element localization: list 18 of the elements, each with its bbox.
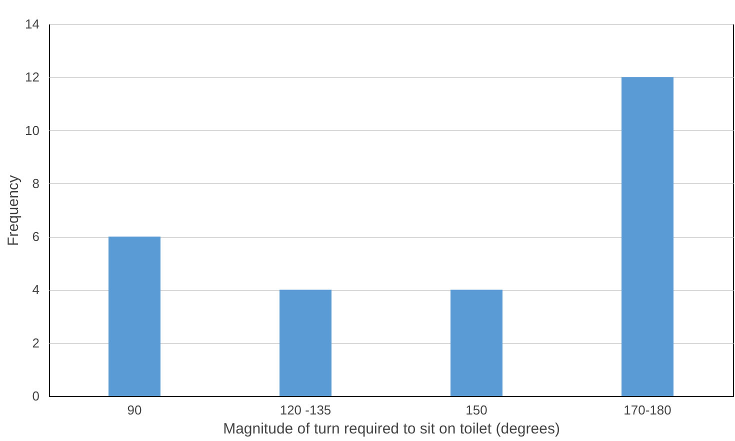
x-tick-label: 90 xyxy=(127,402,142,418)
x-tick-label: 170-180 xyxy=(624,402,672,418)
y-tick-label: 10 xyxy=(25,122,40,138)
y-tick-label: 4 xyxy=(32,282,40,298)
bar xyxy=(622,77,674,396)
y-tick-label: 6 xyxy=(32,229,40,244)
x-tick-label: 120 -135 xyxy=(280,402,332,418)
y-axis-title: Frequency xyxy=(5,174,22,246)
y-tick-label: 2 xyxy=(32,335,40,350)
y-tick-label: 14 xyxy=(25,16,40,32)
y-tick-label: 12 xyxy=(25,70,40,85)
y-tick-label: 8 xyxy=(32,176,40,191)
bar xyxy=(280,290,332,396)
x-axis-title: Magnitude of turn required to sit on toilet (degrees) xyxy=(223,420,560,438)
bar xyxy=(450,290,502,396)
y-tick-label: 0 xyxy=(32,388,40,404)
bar xyxy=(108,236,160,396)
x-tick-label: 150 xyxy=(466,402,488,418)
